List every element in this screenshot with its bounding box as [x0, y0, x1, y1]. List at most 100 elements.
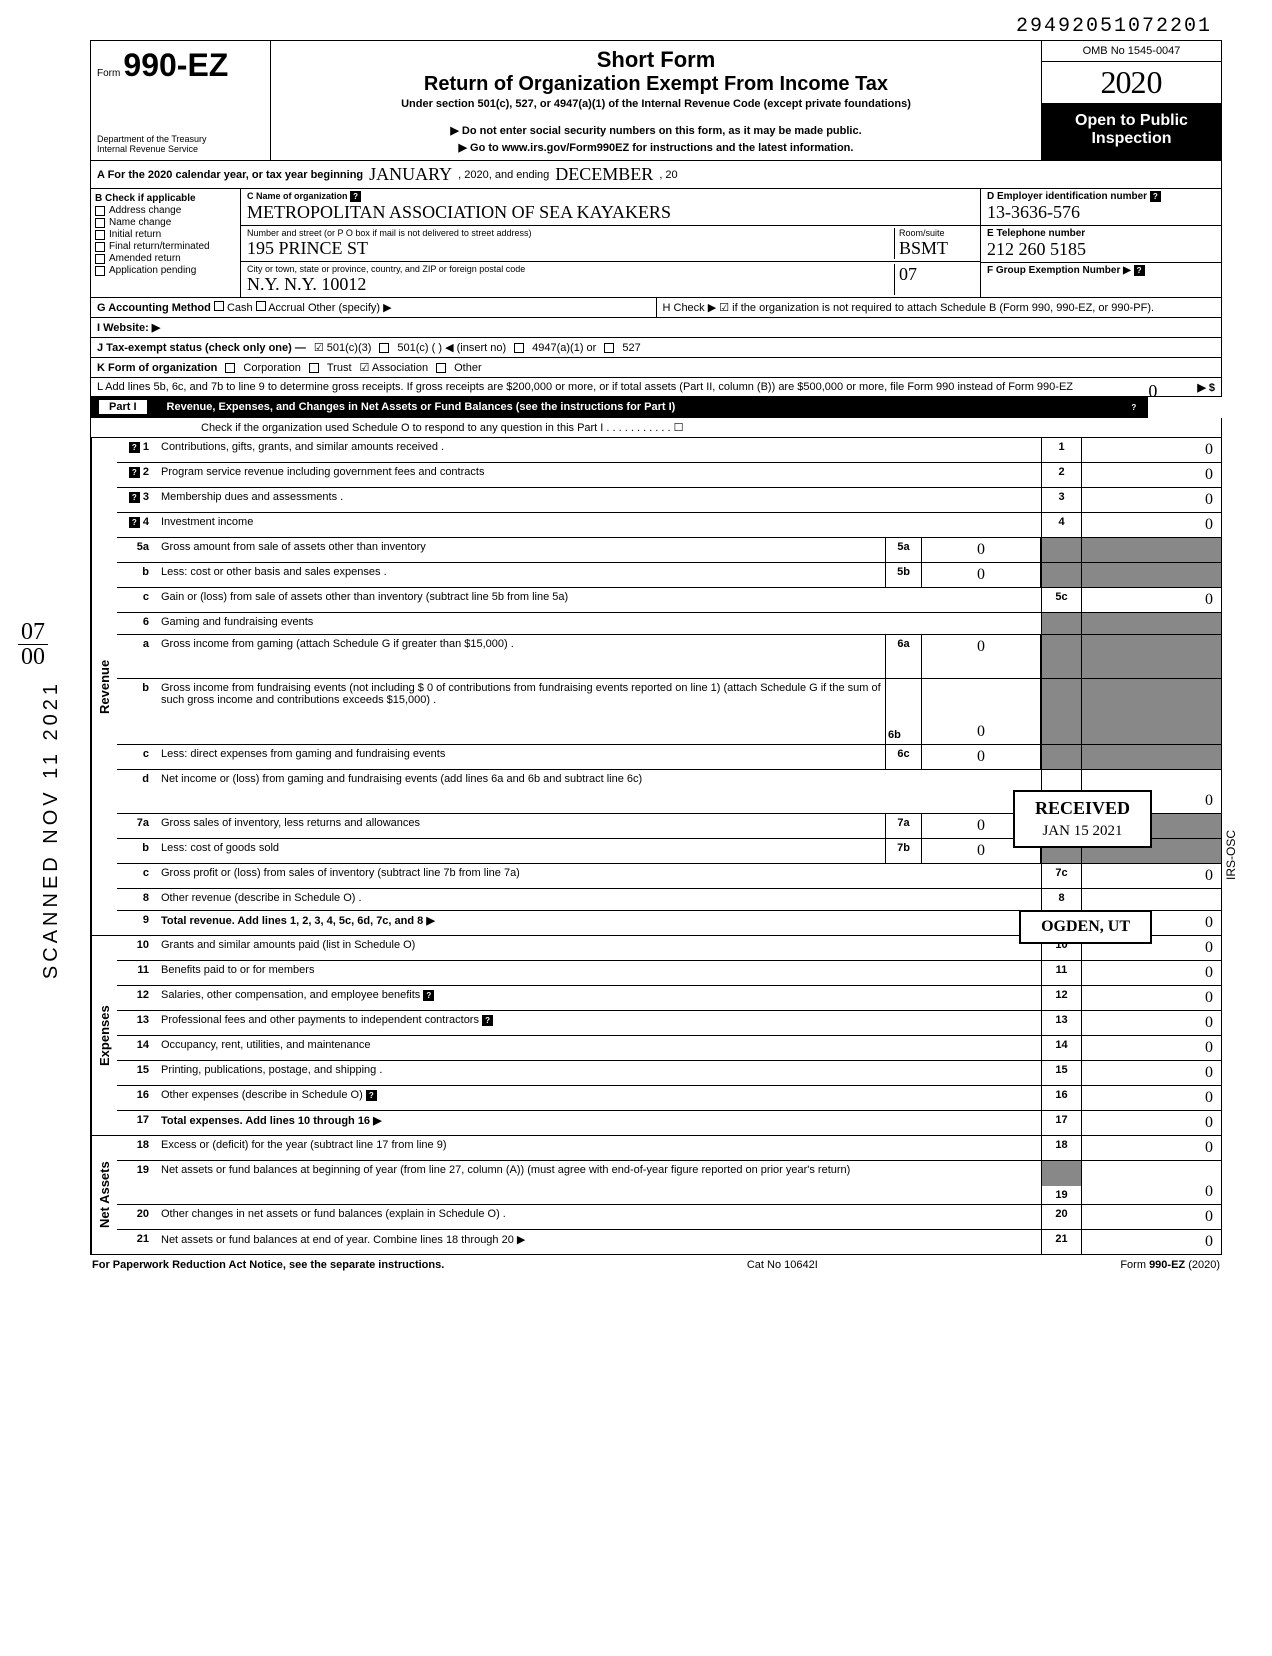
checkbox-4947[interactable] — [514, 343, 524, 353]
checkbox-527[interactable] — [604, 343, 614, 353]
checkbox-corp[interactable] — [225, 363, 235, 373]
ln6a-num: a — [117, 635, 157, 678]
ln6b-iv: 0 — [921, 679, 1041, 744]
ln12-rv: 0 — [1081, 986, 1221, 1010]
ln5b-iv: 0 — [921, 563, 1041, 587]
lbl-acct-method: G Accounting Method — [97, 302, 211, 314]
help-icon[interactable]: ? — [1134, 265, 1145, 276]
checkbox-other-org[interactable] — [436, 363, 446, 373]
help-icon[interactable]: ? — [350, 191, 361, 202]
ln6a-in: 6a — [885, 635, 921, 678]
ln19-rv: 0 — [1081, 1161, 1221, 1204]
ln5c-text: Gain or (loss) from sale of assets other… — [157, 588, 1041, 612]
ln19-text: Net assets or fund balances at beginning… — [157, 1161, 1041, 1204]
checkbox-app-pending[interactable] — [95, 266, 105, 276]
form-number: 990-EZ — [123, 47, 228, 83]
lbl-final-return: Final return/terminated — [109, 241, 210, 252]
received-label: RECEIVED — [1035, 798, 1130, 819]
org-city: N.Y. N.Y. 10012 — [247, 274, 894, 295]
ln1-text: Contributions, gifts, grants, and simila… — [157, 438, 1041, 462]
row-a-mid: , 2020, and ending — [458, 169, 549, 181]
ein-value: 13-3636-576 — [987, 202, 1215, 223]
help-icon[interactable]: ? — [129, 442, 140, 453]
checkbox-name-change[interactable] — [95, 218, 105, 228]
opt-other: Other (specify) ▶ — [308, 302, 392, 314]
ln18-rv: 0 — [1081, 1136, 1221, 1160]
irs-osc-label: IRS-OSC — [1224, 830, 1238, 880]
help-icon[interactable]: ? — [129, 467, 140, 478]
ln6a-iv: 0 — [921, 635, 1041, 678]
ln7c-num: c — [117, 864, 157, 888]
ln21-num: 21 — [117, 1230, 157, 1254]
scanned-stamp: SCANNED NOV 11 2021 — [40, 680, 63, 979]
opt-trust: Trust — [327, 362, 352, 374]
ln5c-rn: 5c — [1041, 588, 1081, 612]
phone-value: 212 260 5185 — [987, 239, 1215, 260]
shaded-cell — [1041, 538, 1081, 562]
ln14-rn: 14 — [1041, 1036, 1081, 1060]
ln12-rn: 12 — [1041, 986, 1081, 1010]
expenses-section: Expenses 10Grants and similar amounts pa… — [90, 936, 1222, 1136]
received-stamp: RECEIVED JAN 15 2021 — [1013, 790, 1152, 848]
ln20-text: Other changes in net assets or fund bala… — [157, 1205, 1041, 1229]
ln1-rv: 0 — [1081, 438, 1221, 462]
part1-title: Revenue, Expenses, and Changes in Net As… — [167, 401, 676, 413]
ln3-rv: 0 — [1081, 488, 1221, 512]
row-l: L Add lines 5b, 6c, and 7b to line 9 to … — [90, 378, 1222, 397]
lbl-initial-return: Initial return — [109, 229, 161, 240]
checkbox-cash[interactable] — [214, 301, 224, 311]
ln21-rn: 21 — [1041, 1230, 1081, 1254]
ln7b-in: 7b — [885, 839, 921, 863]
ln14-num: 14 — [117, 1036, 157, 1060]
col-b: B Check if applicable Address change Nam… — [91, 189, 241, 297]
lbl-phone: E Telephone number — [987, 228, 1085, 239]
help-icon[interactable]: ? — [366, 1090, 377, 1101]
ln1-rn: 1 — [1041, 438, 1081, 462]
checkbox-address-change[interactable] — [95, 206, 105, 216]
help-icon[interactable]: ? — [129, 492, 140, 503]
help-icon[interactable]: ? — [129, 517, 140, 528]
ln5c-num: c — [117, 588, 157, 612]
ln9-text: Total revenue. Add lines 1, 2, 3, 4, 5c,… — [157, 911, 1041, 935]
ln6c-iv: 0 — [921, 745, 1041, 769]
revenue-label: Revenue — [91, 438, 117, 935]
margin-fraction: 07 00 — [18, 620, 48, 669]
row-i: I Website: ▶ — [90, 318, 1222, 338]
row-l-text: L Add lines 5b, 6c, and 7b to line 9 to … — [97, 381, 1073, 393]
ln5b-num: b — [117, 563, 157, 587]
shaded-cell — [1041, 613, 1081, 634]
ln5c-rv: 0 — [1081, 588, 1221, 612]
help-icon[interactable]: ? — [423, 990, 434, 1001]
row-a-begin: JANUARY — [369, 164, 452, 185]
frac-top: 07 — [18, 620, 48, 644]
ln6d-text: Net income or (loss) from gaming and fun… — [157, 770, 1041, 813]
ln7c-text: Gross profit or (loss) from sales of inv… — [157, 864, 1041, 888]
footer: For Paperwork Reduction Act Notice, see … — [90, 1255, 1222, 1275]
checkbox-501c[interactable] — [379, 343, 389, 353]
ln4-rn: 4 — [1041, 513, 1081, 537]
ln18-rn: 18 — [1041, 1136, 1081, 1160]
ln15-num: 15 — [117, 1061, 157, 1085]
revenue-section: Revenue ? 1Contributions, gifts, grants,… — [90, 438, 1222, 936]
opt-cash: Cash — [227, 302, 253, 314]
ln13-rv: 0 — [1081, 1011, 1221, 1035]
instr-2: ▶ Go to www.irs.gov/Form990EZ for instru… — [281, 141, 1031, 154]
checkbox-amended[interactable] — [95, 254, 105, 264]
help-icon[interactable]: ? — [1150, 191, 1161, 202]
checkbox-accrual[interactable] — [256, 301, 266, 311]
ln2-rv: 0 — [1081, 463, 1221, 487]
part1-label: Part I — [99, 400, 147, 414]
ln13-rn: 13 — [1041, 1011, 1081, 1035]
ln21-text: Net assets or fund balances at end of ye… — [157, 1230, 1041, 1254]
ln14-text: Occupancy, rent, utilities, and maintena… — [157, 1036, 1041, 1060]
help-icon[interactable]: ? — [482, 1015, 493, 1026]
checkbox-final-return[interactable] — [95, 242, 105, 252]
checkbox-trust[interactable] — [309, 363, 319, 373]
lbl-group-exempt: F Group Exemption Number ▶ — [987, 265, 1131, 276]
ln17-rv: 0 — [1081, 1111, 1221, 1135]
help-icon[interactable]: ? — [1128, 402, 1139, 413]
ln3-text: Membership dues and assessments . — [157, 488, 1041, 512]
ln6-num: 6 — [117, 613, 157, 634]
row-h-text: H Check ▶ ☑ if the organization is not r… — [656, 298, 1222, 317]
checkbox-initial-return[interactable] — [95, 230, 105, 240]
